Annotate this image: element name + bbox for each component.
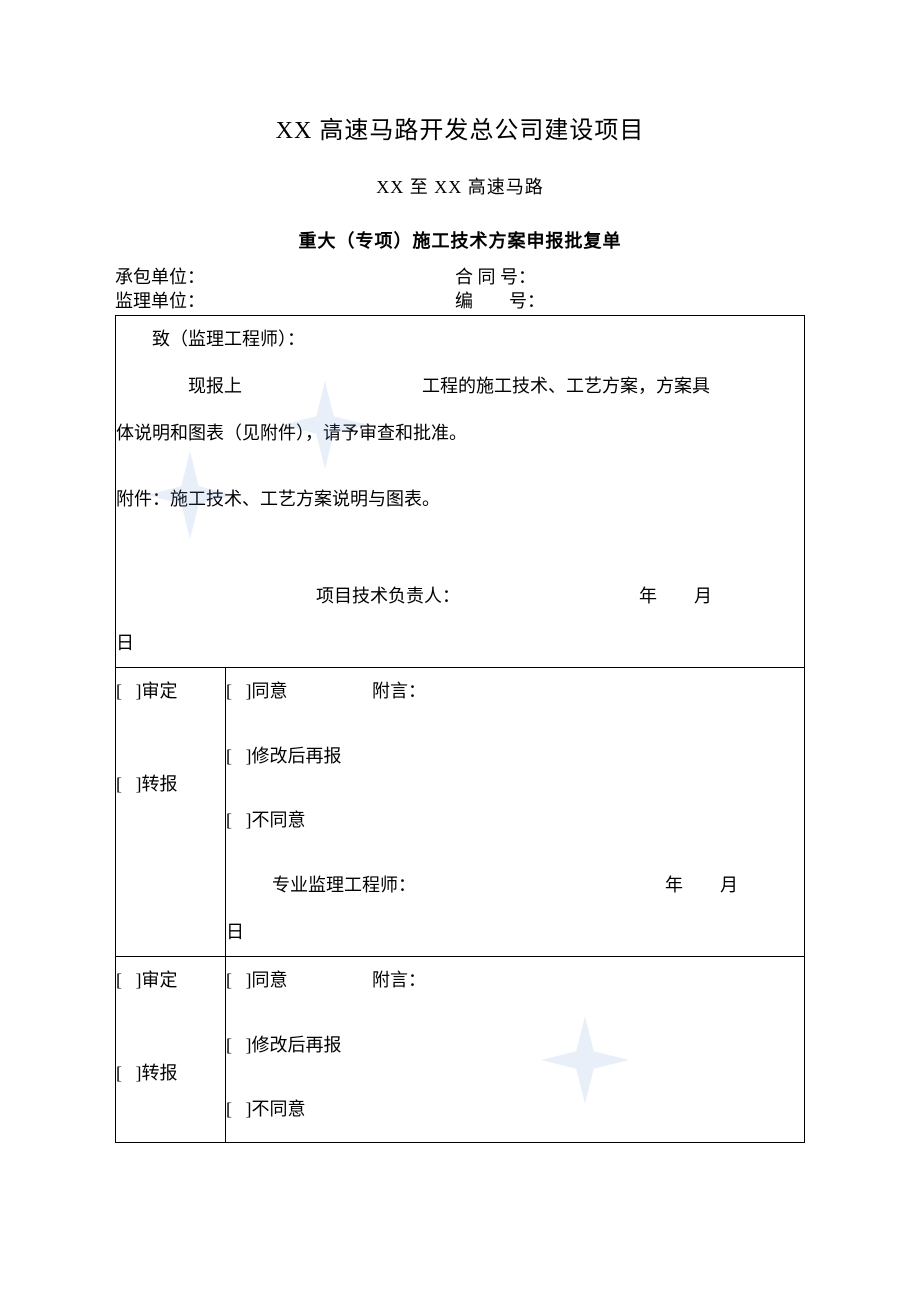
review2-forward-option[interactable]: [ ]转报 [116, 1050, 225, 1097]
review2-left-options: [ ]审定 [ ]转报 [116, 956, 226, 1143]
spacer [116, 523, 804, 563]
review1-forward-option[interactable]: [ ]转报 [116, 761, 225, 808]
review2-disagree-option[interactable]: [ ]不同意 [226, 1086, 804, 1133]
year-label: 年 [639, 586, 657, 606]
form-title: 重大（专项）施工技术方案申报批复单 [115, 227, 805, 253]
contract-no-label: 合 同 号： [455, 265, 805, 289]
tech-lead-label: 项目技术负责人： [316, 586, 460, 606]
document-subtitle: XX 至 XX 高速马路 [115, 173, 805, 199]
month-label: 月 [694, 586, 712, 606]
review1-right-panel: [ ]同意 附言： [ ]修改后再报 [ ]不同意 专业监理工程师： 年 月 日 [226, 667, 805, 956]
month-label: 月 [720, 875, 738, 895]
body-line-1: 现报上 工程的施工技术、工艺方案，方案具 [116, 363, 804, 410]
attachment-line: 附件：施工技术、工艺方案说明与图表。 [116, 476, 804, 523]
year-label: 年 [665, 875, 683, 895]
review1-revise-option[interactable]: [ ]修改后再报 [226, 733, 804, 780]
review2-revise-option[interactable]: [ ]修改后再报 [226, 1022, 804, 1069]
line1-prefix: 现报上 [188, 376, 242, 396]
application-body-cell: 致（监理工程师）： 现报上 工程的施工技术、工艺方案，方案具 体说明和图表（见附件… [116, 316, 805, 668]
day-label: 日 [116, 620, 804, 667]
greeting-line: 致（监理工程师）： [116, 316, 804, 363]
header-row-1: 承包单位： 合 同 号： [115, 265, 805, 289]
supervisor-label: 监理单位： [115, 289, 455, 313]
header-row-2: 监理单位： 编 号： [115, 289, 805, 313]
approval-form-table: 致（监理工程师）： 现报上 工程的施工技术、工艺方案，方案具 体说明和图表（见附件… [115, 315, 805, 1143]
contractor-label: 承包单位： [115, 265, 455, 289]
review2-right-panel: [ ]同意 附言： [ ]修改后再报 [ ]不同意 [226, 956, 805, 1143]
document-title: XX 高速马路开发总公司建设项目 [115, 110, 805, 145]
review1-left-options: [ ]审定 [ ]转报 [116, 667, 226, 956]
line1-suffix: 工程的施工技术、工艺方案，方案具 [422, 376, 710, 396]
review1-attachment-label: 附言： [372, 668, 426, 715]
review-row-1: [ ]审定 [ ]转报 [ ]同意 附言： [ ]修改后再报 [ ]不同意 专业… [116, 667, 805, 956]
review1-engineer-signature: 专业监理工程师： 年 月 [226, 862, 804, 909]
review2-approve-option[interactable]: [ ]审定 [116, 957, 225, 1004]
review1-approve-option[interactable]: [ ]审定 [116, 668, 225, 715]
body-line-2: 体说明和图表（见附件），请予审查和批准。 [116, 410, 804, 457]
review-row-2: [ ]审定 [ ]转报 [ ]同意 附言： [ ]修改后再报 [ ]不同意 [116, 956, 805, 1143]
day-label: 日 [226, 909, 804, 956]
tech-lead-signature-row: 项目技术负责人： 年 月 [116, 573, 804, 620]
review2-attachment-label: 附言： [372, 957, 426, 1004]
review1-disagree-option[interactable]: [ ]不同意 [226, 797, 804, 844]
serial-no-label: 编 号： [455, 289, 805, 313]
review2-agree-option[interactable]: [ ]同意 附言： [226, 957, 804, 1004]
review1-agree-option[interactable]: [ ]同意 附言： [226, 668, 804, 715]
engineer-label: 专业监理工程师： [272, 875, 416, 895]
spacer [116, 456, 804, 476]
